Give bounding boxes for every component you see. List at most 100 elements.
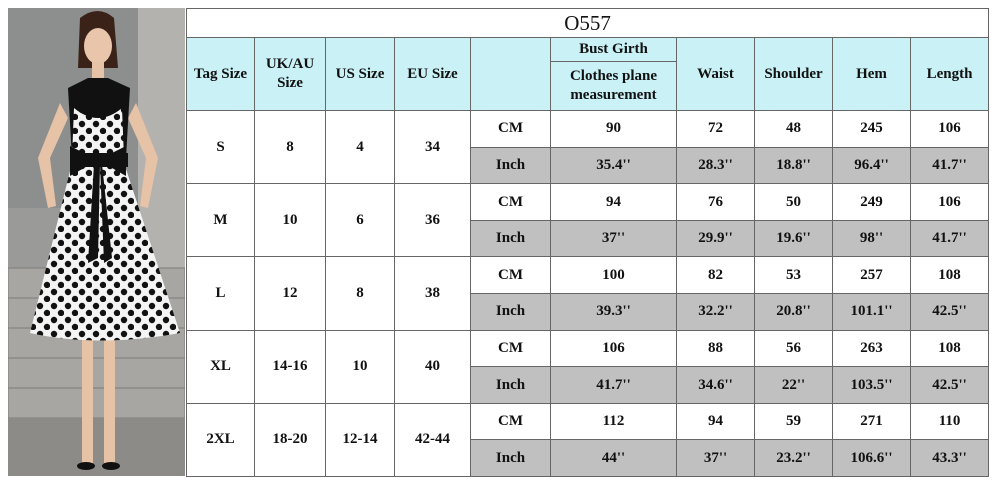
measure-cell: 37'' [550, 219, 677, 258]
measure-cell: 37'' [676, 439, 755, 477]
measure-cell: 22'' [754, 366, 833, 404]
unit-cell: CM [470, 183, 551, 221]
measure-cell: 88 [676, 329, 755, 368]
table-row: Tag Size UK/AU Size US Size EU Size Bust Gir… [186, 37, 990, 111]
measure-cell: 112 [550, 402, 677, 441]
measure-cell: 257 [832, 256, 911, 294]
measure-cell: 98'' [832, 219, 911, 258]
unit-cell: Inch [470, 292, 551, 331]
measure-cell: 263 [832, 329, 911, 368]
measure-cell: 90 [550, 110, 677, 148]
measure-cell: 29.9'' [676, 219, 755, 258]
size-cell: 36 [394, 183, 471, 258]
size-cell: 14-16 [254, 329, 326, 404]
measure-cell: 39.3'' [550, 292, 677, 331]
header-cell: Shoulder [754, 37, 833, 111]
header-cell: Waist [676, 37, 755, 111]
size-cell: S [186, 109, 255, 185]
unit-cell: Inch [470, 146, 551, 185]
measure-cell: 96.4'' [832, 146, 911, 185]
measure-cell: 42.5'' [909, 366, 990, 404]
table-row: Inch 44'' 37'' 23.2'' 106.6'' 43.3'' [187, 439, 990, 477]
table-row: O557 [185, 8, 990, 38]
measure-cell: 44'' [550, 439, 677, 477]
unit-cell: CM [470, 110, 551, 148]
size-cell: 6 [325, 183, 395, 258]
measure-cell: 106 [909, 183, 990, 221]
size-cell: 18-20 [254, 402, 326, 477]
unit-cell: CM [470, 329, 551, 368]
size-cell: 34 [394, 109, 471, 185]
unit-cell: Inch [470, 366, 551, 404]
size-cell: 10 [254, 183, 326, 258]
measure-cell: 48 [754, 110, 833, 148]
size-cell: 8 [325, 256, 395, 331]
product-photo [8, 8, 185, 476]
measure-cell: 42.5'' [909, 292, 990, 331]
size-cell: 2XL [186, 402, 255, 477]
header-cell: EU Size [394, 37, 471, 111]
table-row: Inch 39.3'' 32.2'' 20.8'' 101.1'' 42.5'' [187, 292, 990, 331]
measure-cell: 76 [676, 183, 755, 221]
measure-cell: 32.2'' [676, 292, 755, 331]
table-row: Clothes plane measurement [187, 61, 989, 111]
measure-cell: 106 [550, 329, 677, 368]
header-cell: Bust Girth [550, 37, 677, 62]
table-row: Inch 37'' 29.9'' 19.6'' 98'' 41.7'' [187, 219, 990, 258]
measure-cell: 18.8'' [754, 146, 833, 185]
measure-cell: 50 [754, 183, 833, 221]
measure-cell: 43.3'' [909, 439, 990, 477]
table-row: 2XL 18-20 12-14 42-44 CM 112 94 59 271 110 [186, 402, 990, 477]
header-cell: Hem [832, 37, 911, 111]
table-row: Inch 41.7'' 34.6'' 22'' 103.5'' 42.5'' [187, 366, 990, 404]
header-cell: Length [909, 37, 990, 111]
measure-cell: 82 [676, 256, 755, 294]
size-cell: 4 [325, 109, 395, 185]
measure-cell: 53 [754, 256, 833, 294]
measure-cell: 41.7'' [909, 146, 990, 185]
size-cell: L [186, 256, 255, 331]
table-row: Inch 35.4'' 28.3'' 18.8'' 96.4'' 41.7'' [187, 146, 990, 185]
measure-cell: 108 [909, 329, 990, 368]
size-cell: 10 [325, 329, 395, 404]
measure-cell: 72 [676, 110, 755, 148]
size-cell: 8 [254, 109, 326, 185]
unit-cell: Inch [470, 439, 551, 477]
measure-cell: 59 [754, 402, 833, 441]
measure-cell: 41.7'' [550, 366, 677, 404]
measure-cell: 94 [676, 402, 755, 441]
measure-cell: 106 [909, 110, 990, 148]
table-title: O557 [185, 8, 990, 38]
table-row: L 12 8 38 CM 100 82 53 257 108 [186, 256, 990, 331]
header-cell: Tag Size [186, 37, 255, 111]
measure-cell: 108 [909, 256, 990, 294]
measure-cell: 106.6'' [832, 439, 911, 477]
header-cell [470, 37, 551, 111]
unit-cell: CM [470, 256, 551, 294]
size-cell: 38 [394, 256, 471, 331]
table-row: S 8 4 34 CM 90 72 48 245 106 [186, 109, 990, 185]
measure-cell: 103.5'' [832, 366, 911, 404]
measure-cell: 56 [754, 329, 833, 368]
measure-cell: 110 [909, 402, 990, 441]
size-cell: 40 [394, 329, 471, 404]
table-row: XL 14-16 10 40 CM 106 88 56 263 108 [186, 329, 990, 404]
size-cell: M [186, 183, 255, 258]
measure-cell: 28.3'' [676, 146, 755, 185]
measure-cell: 23.2'' [754, 439, 833, 477]
measure-cell: 249 [832, 183, 911, 221]
measure-cell: 35.4'' [550, 146, 677, 185]
measure-cell: 34.6'' [676, 366, 755, 404]
header-cell: US Size [325, 37, 395, 111]
header-cell: Clothes plane measurement [550, 61, 677, 111]
measure-cell: 19.6'' [754, 219, 833, 258]
header-cell: UK/AU Size [254, 37, 326, 111]
size-cell: 12 [254, 256, 326, 331]
unit-cell: Inch [470, 219, 551, 258]
measure-cell: 245 [832, 110, 911, 148]
size-cell: XL [186, 329, 255, 404]
measure-cell: 100 [550, 256, 677, 294]
measure-cell: 41.7'' [909, 219, 990, 258]
measure-cell: 101.1'' [832, 292, 911, 331]
